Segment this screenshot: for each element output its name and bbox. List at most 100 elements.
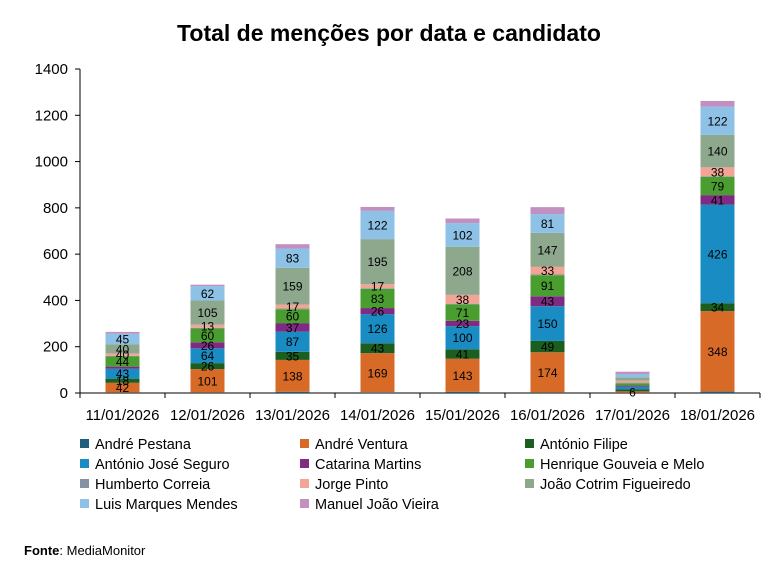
x-tick-label: 11/01/2026 [86, 407, 160, 424]
data-label: 41 [456, 348, 470, 362]
bar-segment [275, 359, 310, 392]
bar-segment [700, 176, 735, 177]
data-label: 33 [541, 264, 555, 278]
y-tick-label: 200 [43, 339, 68, 356]
data-label: 140 [707, 145, 727, 159]
data-label: 44 [116, 355, 130, 369]
legend-swatch [300, 459, 309, 468]
bar-segment [615, 377, 650, 381]
data-label: 34 [711, 301, 725, 315]
legend-label: Humberto Correia [95, 477, 211, 493]
bar-segment [530, 306, 565, 341]
legend-label: António Filipe [540, 437, 628, 453]
x-tick-label: 14/01/2026 [340, 407, 415, 424]
x-tick-label: 13/01/2026 [255, 407, 330, 424]
bar-segment [275, 391, 310, 393]
bar-segment [275, 244, 310, 249]
bar-segment [445, 218, 480, 224]
data-label: 81 [541, 217, 555, 231]
bar-segment [445, 320, 480, 327]
bar-segment [445, 326, 480, 350]
y-tick-label: 1000 [35, 154, 68, 171]
stacked-bar-chart: 0 200 400 600 800 1000 1200 1400 11/01/2026 12/01… [35, 61, 761, 424]
legend-swatch [525, 459, 534, 468]
bar-segment [530, 340, 565, 353]
bar-segment [445, 304, 480, 321]
legend-swatch [80, 499, 89, 508]
data-label: 26 [201, 360, 215, 374]
data-label: 49 [541, 340, 555, 354]
bar-segment [700, 311, 735, 392]
data-label: 13 [201, 320, 215, 334]
data-label: 126 [367, 322, 387, 336]
bar-segment [190, 300, 225, 325]
bar-segment [445, 303, 480, 305]
data-label: 138 [282, 369, 302, 383]
data-label: 79 [711, 179, 725, 193]
legend-item: André Pestana [80, 437, 191, 453]
data-label: 23 [456, 317, 470, 331]
x-tick-label: 18/01/2026 [680, 407, 755, 424]
bar-segment [530, 274, 565, 276]
bar-segment [700, 195, 735, 205]
bar-segment [105, 378, 140, 383]
bar-segment [700, 134, 735, 168]
data-label: 43 [541, 295, 555, 309]
bar-segment [190, 328, 225, 343]
bar-segment [105, 355, 140, 357]
bar-segment [615, 385, 650, 387]
legend-item: João Cotrim Figueiredo [525, 477, 691, 493]
data-label: 60 [286, 310, 300, 324]
bar-segment [615, 389, 650, 392]
bar-segment [360, 343, 395, 354]
chart-title: Total de menções por data e candidato [177, 20, 601, 46]
data-label: 35 [286, 349, 300, 363]
bar-segment [615, 371, 650, 375]
legend-swatch [80, 479, 89, 488]
bar-segment [530, 214, 565, 233]
legend-label: António José Seguro [95, 457, 230, 473]
bar-segment [360, 288, 395, 289]
data-label: 150 [537, 317, 557, 331]
data-label: 26 [371, 305, 385, 319]
data-label: 83 [286, 252, 300, 266]
source-text: : MediaMonitor [59, 543, 146, 558]
bar-segment [275, 304, 310, 309]
legend-swatch [80, 459, 89, 468]
bar-segment [445, 294, 480, 304]
data-label: 83 [371, 292, 385, 306]
bar-segment [530, 275, 565, 297]
bar-segment [105, 333, 140, 345]
legend-swatch [80, 439, 89, 448]
data-label: 426 [707, 247, 727, 261]
data-label: 105 [197, 306, 217, 320]
bar-segment [530, 296, 565, 307]
legend-item: André Ventura [300, 437, 408, 453]
data-label: 147 [537, 243, 557, 257]
data-label: 43 [371, 342, 385, 356]
bar-segment [445, 358, 480, 392]
data-label: 38 [456, 293, 470, 307]
legend-label: André Ventura [315, 437, 408, 453]
bar-segment [190, 286, 225, 301]
data-label: 87 [286, 335, 300, 349]
y-tick-label: 400 [43, 292, 68, 309]
bar-segment [190, 342, 225, 349]
bar-segment [190, 369, 225, 393]
bar-segment [615, 386, 650, 390]
bar-segment [105, 353, 140, 356]
bar-segment [445, 246, 480, 295]
bar-segment [105, 382, 140, 393]
source-label: Fonte [24, 543, 60, 558]
legend-item: António Filipe [525, 437, 628, 453]
data-label: 62 [201, 287, 215, 301]
legend-item: Henrique Gouveia e Melo [525, 457, 704, 473]
y-tick-label: 1200 [35, 107, 68, 124]
bar-segment [360, 288, 395, 309]
bar-segment [700, 167, 735, 177]
data-label: 45 [116, 332, 130, 346]
legend-swatch [525, 439, 534, 448]
legend-swatch [300, 479, 309, 488]
bar-segment [360, 239, 395, 285]
y-tick-label: 1400 [35, 61, 68, 78]
